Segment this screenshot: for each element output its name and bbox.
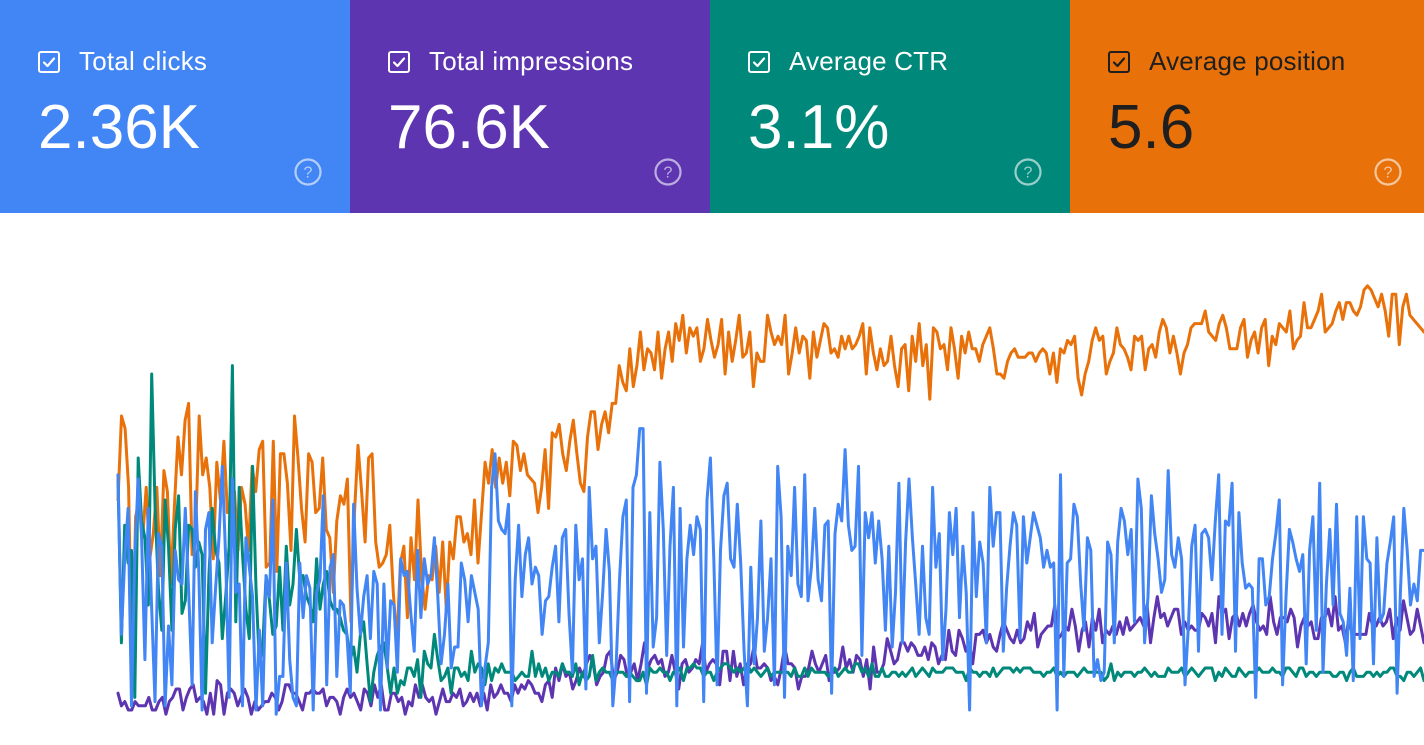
metric-cards: Total clicks 2.36K ? Total impressions 7… (0, 0, 1424, 213)
average-ctr-card[interactable]: Average CTR 3.1% ? (710, 0, 1070, 213)
card-header: Total clicks (38, 46, 207, 77)
metric-value: 76.6K (388, 93, 551, 162)
checkbox-icon[interactable] (388, 50, 410, 73)
help-icon[interactable]: ? (293, 157, 323, 187)
metric-label: Average position (1149, 46, 1346, 76)
card-header: Average CTR (748, 46, 948, 77)
total-clicks-card[interactable]: Total clicks 2.36K ? (0, 0, 350, 213)
series-line-total-clicks (116, 427, 1424, 716)
performance-chart[interactable] (0, 213, 1424, 745)
metric-value: 5.6 (1108, 93, 1195, 162)
metric-label: Average CTR (789, 46, 949, 76)
card-header: Total impressions (388, 46, 633, 77)
metric-value: 2.36K (38, 93, 201, 162)
metric-label: Total impressions (429, 46, 634, 76)
help-icon[interactable]: ? (1373, 157, 1403, 187)
card-header: Average position (1108, 46, 1345, 77)
chart-svg (116, 284, 1424, 716)
checkbox-icon[interactable] (38, 50, 60, 73)
checkbox-icon[interactable] (748, 50, 770, 73)
help-icon[interactable]: ? (1013, 157, 1043, 187)
metric-value: 3.1% (748, 93, 890, 162)
total-impressions-card[interactable]: Total impressions 76.6K ? (350, 0, 710, 213)
svg-text:?: ? (304, 165, 313, 182)
series-line-total-impressions (116, 595, 1424, 716)
help-icon[interactable]: ? (653, 157, 683, 187)
checkbox-icon[interactable] (1108, 50, 1130, 73)
series-line-average-position (116, 284, 1424, 683)
svg-text:?: ? (1384, 165, 1393, 182)
metric-label: Total clicks (79, 46, 208, 76)
svg-text:?: ? (1024, 165, 1033, 182)
svg-text:?: ? (664, 165, 673, 182)
average-position-card[interactable]: Average position 5.6 ? (1070, 0, 1424, 213)
